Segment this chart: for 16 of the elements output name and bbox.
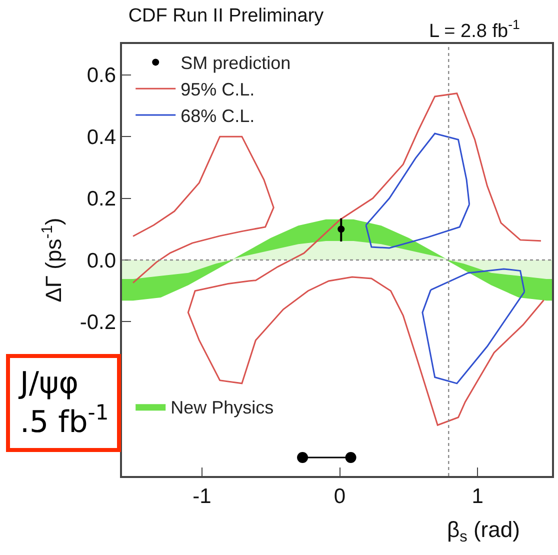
y-tick-label: 0.0 bbox=[86, 249, 116, 272]
x-tick-label: 0 bbox=[334, 484, 346, 508]
legend-label: New Physics bbox=[170, 398, 274, 418]
text: J/ψφ .5 fb$^{-1}$ bbox=[18, 366, 109, 440]
y-tick-label: 0.6 bbox=[86, 64, 116, 88]
text: L = 2.8 fb$^{-1}$ bbox=[429, 17, 520, 42]
x-axis-title: β$_{s}$ (rad) bbox=[447, 517, 520, 546]
x-tick-label: -1 bbox=[192, 484, 212, 508]
legend-label: SM prediction bbox=[180, 53, 291, 74]
y-tick-label: 0.4 bbox=[86, 126, 116, 149]
chart-title: CDF Run II Preliminary bbox=[128, 6, 324, 27]
y-tick-label: -0.2 bbox=[80, 311, 116, 334]
legend-label: 68% C.L. bbox=[180, 106, 255, 126]
x-tick-label: 1 bbox=[472, 484, 484, 508]
y-tick-label: 0.2 bbox=[86, 188, 116, 211]
legend-label: 95% C.L. bbox=[180, 80, 255, 100]
